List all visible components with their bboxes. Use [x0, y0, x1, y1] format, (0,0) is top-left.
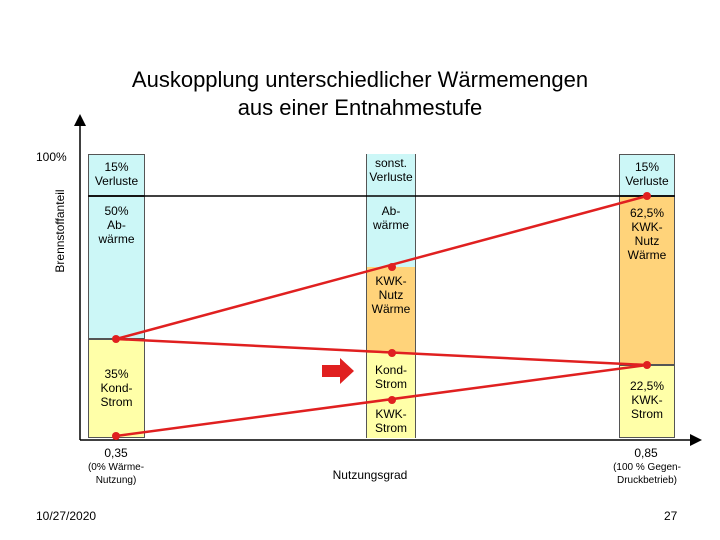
red-line-middle — [115, 337, 648, 367]
mid-chp-heat-region — [366, 267, 416, 353]
right-losses-label: 15% Verluste — [625, 160, 669, 188]
block-arrow — [322, 358, 354, 384]
right-chp-heat-box — [619, 196, 675, 365]
mid-power-region — [366, 353, 416, 438]
right-chp-heat-label: 62,5% KWK- Nutz Wärme — [627, 206, 667, 262]
left-waste-box — [88, 196, 145, 339]
red-line-upper — [115, 194, 648, 341]
left-power-label: 35% Kond- Strom — [100, 367, 133, 409]
right-losses-box — [619, 154, 675, 196]
footer-date: 10/27/2020 — [36, 509, 97, 523]
red-line-lower — [115, 363, 648, 438]
x-right-value: 0,85 — [634, 446, 658, 460]
right-chp-power-box — [619, 365, 675, 438]
right-chp-power-label: 22,5% KWK- Strom — [629, 379, 665, 421]
x-left-note: (0% Wärme- Nutzung) — [87, 462, 145, 486]
left-losses-label: 15% Verluste — [94, 160, 139, 188]
dot-right-upper — [643, 192, 651, 200]
dot-mid-center — [388, 349, 396, 357]
footer-page-number: 27 — [664, 509, 678, 523]
y-top-label: 100% — [36, 150, 67, 164]
mid-waste-label: Ab-wärme — [372, 204, 409, 232]
left-losses-box — [88, 154, 145, 196]
mid-chp-power-label: KWK- Strom — [374, 407, 407, 435]
dot-mid-upper — [388, 263, 396, 271]
dot-left-lower — [112, 432, 120, 440]
mid-cyan-region — [366, 154, 416, 267]
mid-losses-label: sonst. Verluste — [369, 156, 413, 184]
dot-mid-lower — [388, 396, 396, 404]
slide-title: Auskopplung unterschiedlicher Wärmemenge… — [0, 66, 720, 122]
x-axis-title: Nutzungsgrad — [332, 468, 408, 482]
x-right-note: (100 % Gegen- Druckbetrieb) — [613, 462, 681, 486]
x-left-value: 0,35 — [104, 446, 128, 460]
title-line-1: Auskopplung unterschiedlicher Wärmemenge… — [131, 67, 589, 92]
dot-right-lower — [643, 361, 651, 369]
title-line-2: aus einer Entnahmestufe — [237, 95, 483, 120]
dot-left-upper — [112, 335, 120, 343]
mid-chp-heat-label: KWK- Nutz Wärme — [371, 274, 411, 316]
mid-cond-power-label: Kond- Strom — [374, 363, 408, 391]
left-waste-label: 50% Ab-wärme — [98, 204, 135, 246]
